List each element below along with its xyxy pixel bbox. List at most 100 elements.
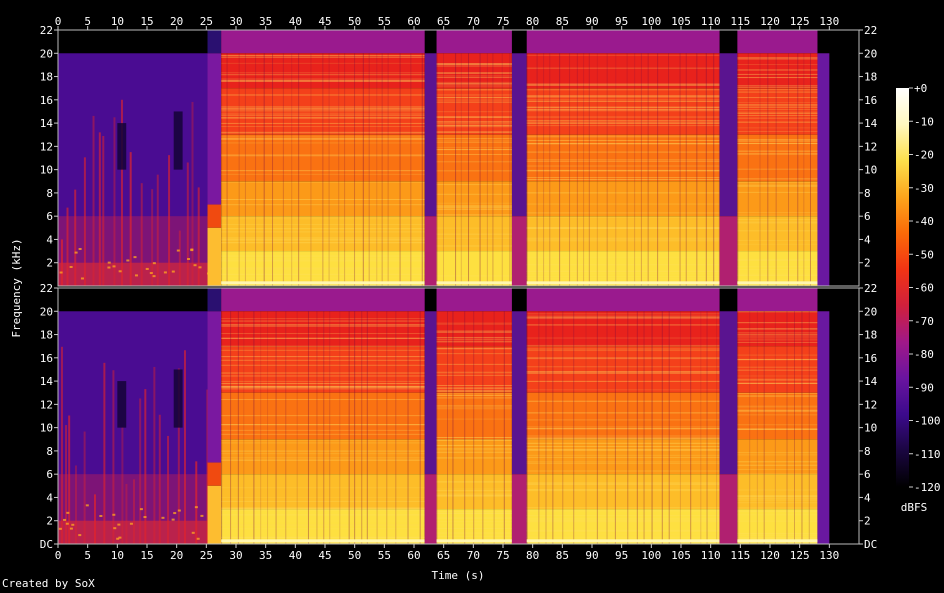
y-tick-label-right: 10: [864, 422, 877, 435]
y-tick-label-right: 6: [864, 210, 871, 223]
y-tick-label-left: 22: [40, 24, 53, 37]
y-tick-label-right: 16: [864, 94, 877, 107]
y-tick-label-right: 22: [864, 282, 877, 295]
colorbar-tick-label: +0: [914, 82, 927, 95]
colorbar-ticks: +0 -10 -20 -30 -40 -50 -60 -70 -80 -90 -100 -110 -12…: [909, 82, 941, 494]
x-tick-label-top: 40: [289, 15, 302, 28]
y-tick-label-left: 4: [46, 491, 53, 504]
x-tick-label-top: 120: [760, 15, 780, 28]
colorbar-tick-label: -100: [914, 415, 941, 428]
x-tick-label-bottom: 30: [229, 549, 242, 562]
y-tick-label-left: 6: [46, 210, 53, 223]
colorbar-tick-label: -90: [914, 381, 934, 394]
y-tick-label-right: 4: [864, 233, 871, 246]
x-tick-label-bottom: 75: [496, 549, 509, 562]
x-tick-label-top: 125: [790, 15, 810, 28]
y-tick-label-right: 4: [864, 491, 871, 504]
x-tick-label-top: 75: [496, 15, 509, 28]
x-tick-label-bottom: 130: [819, 549, 839, 562]
colorbar-tick-label: -30: [914, 182, 934, 195]
y-tick-label-left: 20: [40, 47, 53, 60]
y-tick-label-left: 14: [40, 375, 54, 388]
y-axis-left: 2 4 6 8 10 12 14 16 18 20 22 DC 2 4 6 8 10 12 14 16 18 20 22: [40, 24, 58, 551]
colorbar-tick-label: -10: [914, 115, 934, 128]
x-tick-label-bottom: 50: [348, 549, 361, 562]
y-axis-right: 2 4 6 8 10 12 14 16 18 20 22 DC 2 4 6 8 10 12 14 16 18 20 22: [859, 24, 878, 551]
colorbar-tick-label: -50: [914, 248, 934, 261]
plot-frames: [57, 29, 860, 545]
y-tick-label-right: 18: [864, 71, 877, 84]
x-tick-label-top: 50: [348, 15, 361, 28]
x-tick-label-bottom: 55: [378, 549, 391, 562]
credit-text: Created by SoX: [2, 577, 95, 590]
y-tick-label-right: 14: [864, 375, 878, 388]
x-tick-label-bottom: 0: [55, 549, 62, 562]
colorbar-label: dBFS: [901, 501, 928, 514]
x-tick-label-bottom: 105: [671, 549, 691, 562]
x-axis-bottom: 0 5 10 15 20 25 30 35 40 45 50 55 60 65 70 75 80 85 90 95 10…: [55, 544, 839, 562]
y-tick-label-left: 18: [40, 329, 53, 342]
y-tick-label-left: 20: [40, 305, 53, 318]
y-tick-label-left: 12: [40, 398, 53, 411]
x-tick-label-top: 115: [730, 15, 750, 28]
x-tick-label-bottom: 90: [585, 549, 598, 562]
x-tick-label-bottom: 125: [790, 549, 810, 562]
y-tick-label-left: 16: [40, 352, 53, 365]
y-tick-label-left: 8: [46, 187, 53, 200]
x-tick-label-top: 5: [84, 15, 91, 28]
y-tick-label-left: 2: [46, 515, 53, 528]
y-tick-label-left: 18: [40, 71, 53, 84]
y-tick-label-right: 12: [864, 398, 877, 411]
y-tick-label-right: 20: [864, 47, 877, 60]
x-tick-label-bottom: 15: [140, 549, 153, 562]
x-tick-label-bottom: 95: [615, 549, 628, 562]
colorbar-tick-label: -60: [914, 282, 934, 295]
y-tick-label-right: 20: [864, 305, 877, 318]
colorbar: [896, 88, 909, 487]
x-tick-label-bottom: 115: [730, 549, 750, 562]
colorbar-tick-label: -120: [914, 481, 941, 494]
x-tick-label-bottom: 60: [407, 549, 420, 562]
colorbar-tick-label: -80: [914, 348, 934, 361]
y-tick-label-left: 8: [46, 445, 53, 458]
y-tick-label-right: 8: [864, 187, 871, 200]
colorbar-tick-label: -70: [914, 315, 934, 328]
y-tick-label-right: 2: [864, 257, 871, 270]
y-tick-label-left: 4: [46, 233, 53, 246]
x-tick-label-bottom: 70: [467, 549, 480, 562]
y-tick-label-left: 22: [40, 282, 53, 295]
y-tick-label-left: 6: [46, 468, 53, 481]
x-tick-label-top: 70: [467, 15, 480, 28]
y-tick-label-left: 10: [40, 422, 53, 435]
x-tick-label-top: 25: [200, 15, 213, 28]
x-tick-label-bottom: 100: [641, 549, 661, 562]
x-tick-label-top: 35: [259, 15, 272, 28]
x-tick-label-top: 60: [407, 15, 420, 28]
x-tick-label-top: 30: [229, 15, 242, 28]
y-tick-label-right: 16: [864, 352, 877, 365]
y-tick-label-right: 8: [864, 445, 871, 458]
y-tick-label-right: 6: [864, 468, 871, 481]
x-tick-label-bottom: 20: [170, 549, 183, 562]
x-tick-label-bottom: 5: [84, 549, 91, 562]
x-tick-label-top: 0: [55, 15, 62, 28]
x-tick-label-top: 90: [585, 15, 598, 28]
y-tick-label-right: DC: [864, 538, 877, 551]
spectrogram-panel-bottom: [58, 288, 859, 544]
x-tick-label-top: 55: [378, 15, 391, 28]
y-tick-label-right: 14: [864, 117, 878, 130]
x-tick-label-bottom: 85: [556, 549, 569, 562]
y-tick-label-left: 14: [40, 117, 54, 130]
y-tick-label-right: 2: [864, 515, 871, 528]
y-tick-label-right: 12: [864, 140, 877, 153]
x-tick-label-top: 85: [556, 15, 569, 28]
y-tick-label-left: 10: [40, 164, 53, 177]
x-tick-label-top: 20: [170, 15, 183, 28]
y-tick-label-right: 18: [864, 329, 877, 342]
x-axis-label: Time (s): [432, 569, 485, 582]
x-tick-label-top: 45: [318, 15, 331, 28]
x-tick-label-top: 65: [437, 15, 450, 28]
x-tick-label-top: 100: [641, 15, 661, 28]
y-tick-label-left: 2: [46, 257, 53, 270]
